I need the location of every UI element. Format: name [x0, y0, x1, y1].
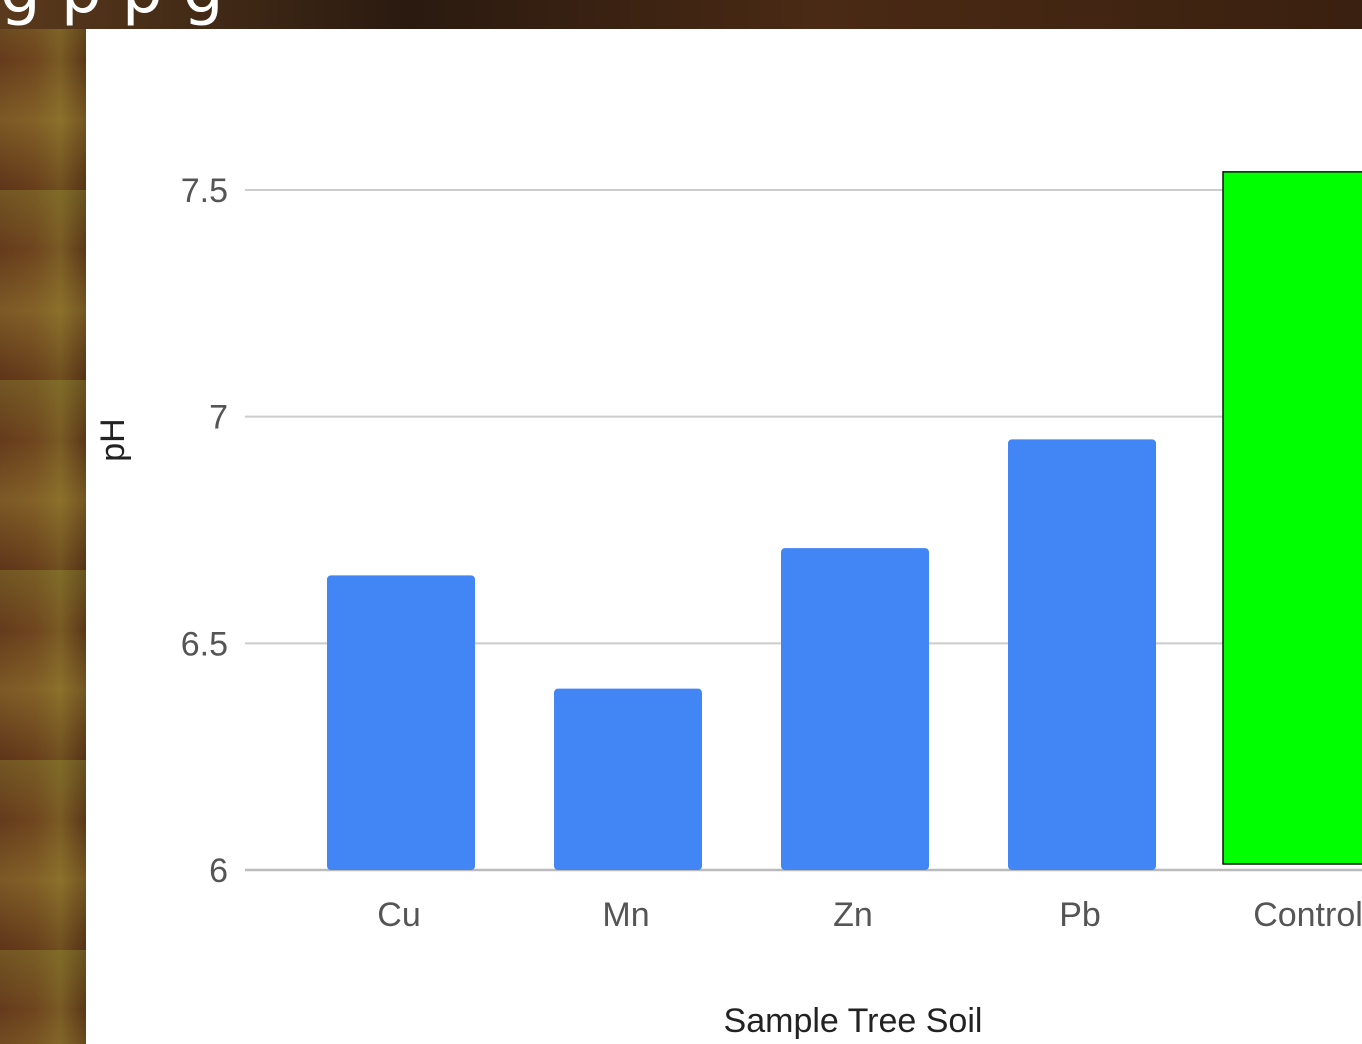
x-tick-label: Zn [833, 896, 873, 934]
slide-title-fragment: g p p g [0, 0, 1362, 26]
bar-cu [327, 575, 475, 870]
x-tick-label: Pb [1059, 896, 1101, 934]
bar-pb [1008, 439, 1156, 870]
bar-mn [554, 688, 702, 870]
y-tick-label: 7 [209, 399, 228, 437]
bar-control [1222, 171, 1362, 865]
bars [327, 171, 1362, 870]
y-axis-title: pH [94, 418, 132, 461]
y-tick-label: 6.5 [181, 625, 228, 663]
y-tick-label: 6 [209, 852, 228, 890]
background-top-strip [0, 0, 1362, 29]
y-tick-labels: 6 6.5 7 7.5 [181, 172, 228, 890]
x-axis-title: Sample Tree Soil [724, 1002, 983, 1040]
bar-zn [781, 548, 929, 870]
y-tick-label: 7.5 [181, 172, 228, 210]
x-tick-label: Cu [377, 896, 420, 934]
x-tick-label: Mn [602, 896, 649, 934]
x-tick-label: Control [1253, 896, 1362, 934]
x-tick-labels: Cu Mn Zn Pb Control [377, 896, 1362, 934]
background-left-strip [0, 0, 86, 1044]
